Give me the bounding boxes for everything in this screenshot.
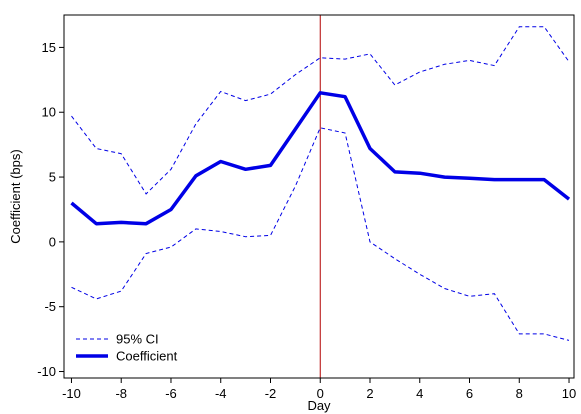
x-tick-label: 10 (562, 386, 576, 401)
x-tick-label: -6 (165, 386, 177, 401)
x-tick-label: -4 (215, 386, 227, 401)
y-tick-label: -5 (44, 299, 56, 314)
plot-area-frame (63, 14, 575, 379)
x-axis-label: Day (307, 398, 331, 413)
x-tick-label: -2 (265, 386, 277, 401)
coefficient-line (70, 91, 571, 226)
y-tick-label: -10 (37, 364, 56, 379)
x-tick-label: 2 (366, 386, 373, 401)
x-tick-label: 0 (317, 386, 324, 401)
x-tick-label: -10 (62, 386, 81, 401)
x-tick-label: 6 (466, 386, 473, 401)
x-tick-label: -8 (115, 386, 127, 401)
ci-upper-line (71, 26, 570, 195)
ci-lower-line (71, 127, 570, 341)
y-tick-label: 10 (42, 105, 56, 120)
y-axis-label: Coefficient (bps) (8, 149, 23, 243)
x-tick-label: 8 (516, 386, 523, 401)
legend-label-coefficient: Coefficient (116, 349, 178, 364)
y-tick-label: 0 (49, 234, 56, 249)
legend-label-ci: 95% CI (116, 332, 159, 347)
y-tick-label: 5 (49, 170, 56, 185)
x-tick-label: 4 (416, 386, 423, 401)
y-tick-label: 15 (42, 40, 56, 55)
